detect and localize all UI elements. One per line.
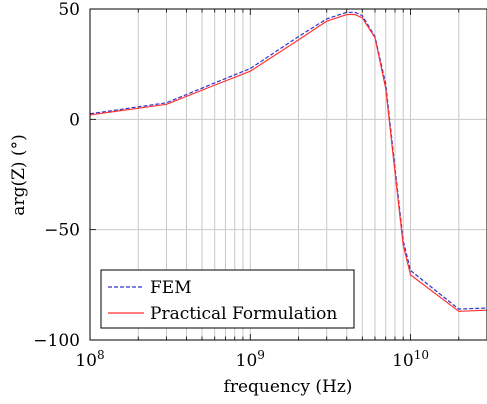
series-line-fem [89,11,487,310]
x-axis-label: frequency (Hz) [224,377,353,397]
plot-frame [89,8,487,341]
x-tick-label: 109 [236,348,265,371]
y-tick-label: −50 [44,221,80,241]
ticks [90,8,460,341]
legend-label-practical: Practical Formulation [150,304,337,324]
x-tick-label-base: 10 [75,351,97,371]
legend-box [100,269,355,329]
x-tick-label-exponent: 9 [257,348,265,362]
legend: FEM Practical Formulation [100,269,355,329]
y-tick-labels: 50 0 −50 −100 [33,0,80,351]
y-tick-label: −100 [33,331,80,351]
grid [90,9,487,340]
x-tick-labels: 108 109 1010 [75,348,429,371]
legend-label-fem: FEM [150,278,192,298]
y-tick-label: 50 [58,0,80,20]
series-lines [89,11,487,312]
x-tick-label-base: 10 [392,351,414,371]
y-tick-label: 0 [69,110,80,130]
x-tick-label-exponent: 8 [97,348,105,362]
x-tick-label: 108 [75,348,104,371]
y-axis-label: arg(Z) (°) [9,134,29,215]
x-tick-label: 1010 [392,348,429,371]
x-tick-label-exponent: 10 [414,348,429,362]
x-tick-label-base: 10 [236,351,258,371]
series-line-practical-formulation [89,13,487,312]
